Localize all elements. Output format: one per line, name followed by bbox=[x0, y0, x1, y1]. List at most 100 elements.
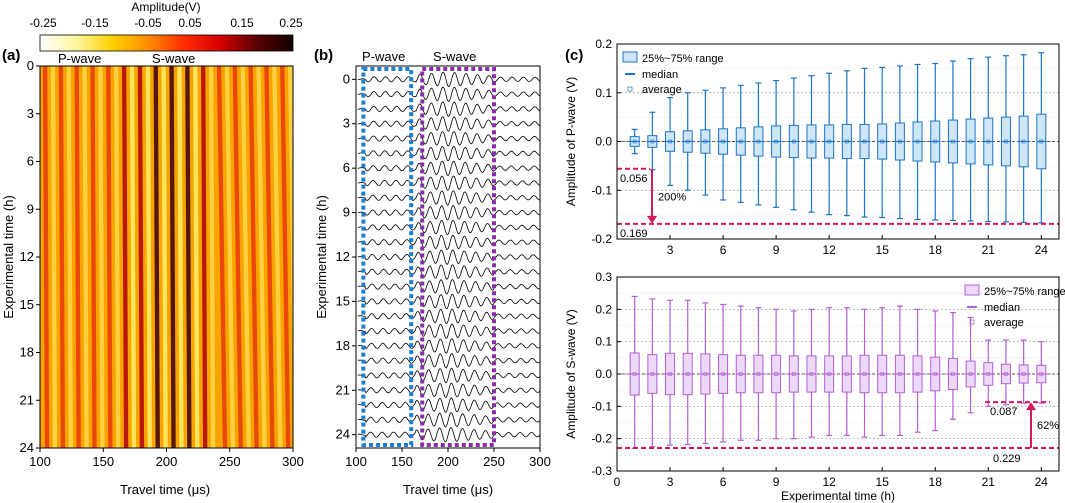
box-average bbox=[756, 372, 761, 376]
y-tick-label: -0.1 bbox=[591, 399, 612, 413]
panel-b-label: (b) bbox=[314, 47, 333, 64]
box-average bbox=[880, 372, 885, 376]
y-tick-label: 0.2 bbox=[595, 37, 612, 51]
x-tick-label: 0 bbox=[614, 475, 621, 489]
heatmap-band bbox=[185, 66, 192, 448]
legend-median-label: median bbox=[984, 302, 1020, 314]
panel-a-label: (a) bbox=[2, 47, 20, 64]
waveform-trace bbox=[357, 175, 540, 191]
waveform-trace bbox=[357, 264, 540, 280]
waveform-trace bbox=[357, 131, 540, 147]
heatmap-band bbox=[42, 66, 50, 448]
x-tick-label: 18 bbox=[929, 243, 943, 257]
x-axis-title: Experimental time (h) bbox=[781, 489, 895, 503]
box-average bbox=[915, 139, 920, 144]
box-average bbox=[650, 139, 655, 144]
waveform-trace bbox=[357, 397, 540, 413]
box-average bbox=[668, 139, 672, 144]
legend-iqr-swatch bbox=[964, 284, 980, 296]
y-tick-label: -0.2 bbox=[591, 432, 612, 446]
waveform-trace bbox=[357, 338, 540, 354]
heatmap-band bbox=[50, 66, 58, 448]
y-tick-label: 0.0 bbox=[595, 135, 612, 149]
heatmap-band bbox=[280, 66, 291, 448]
y-tick-label: 0.1 bbox=[595, 335, 612, 349]
heatmap-band bbox=[272, 66, 283, 448]
heatmap-x-axis-title: Travel time (μs) bbox=[120, 482, 210, 497]
box-average bbox=[756, 139, 761, 144]
waveform-trace bbox=[357, 86, 540, 102]
heatmap-band bbox=[287, 66, 293, 386]
waveform-trace bbox=[357, 116, 540, 132]
y-axis-title: Amplitude of P-wave (V) bbox=[564, 77, 578, 206]
heatmap-y-tick-label: 9 bbox=[27, 201, 34, 216]
waveform-trace bbox=[357, 71, 540, 87]
waveform-y-tick-label: 18 bbox=[336, 338, 350, 353]
box-average bbox=[862, 372, 867, 376]
box-average bbox=[986, 372, 991, 376]
colorbar-title: Amplitude(V) bbox=[131, 0, 200, 14]
x-tick-label: 9 bbox=[773, 243, 780, 257]
waveform-x-tick-label: 200 bbox=[437, 454, 459, 469]
box-average bbox=[915, 372, 920, 376]
waveform-trace bbox=[357, 353, 540, 369]
heatmap-band bbox=[106, 66, 113, 448]
box-average bbox=[827, 372, 831, 376]
change-arrow-head bbox=[1026, 402, 1036, 411]
waveform-x-tick-label: 250 bbox=[483, 454, 505, 469]
box-average bbox=[721, 139, 725, 144]
box-average bbox=[632, 372, 637, 376]
box-average bbox=[703, 372, 708, 376]
heatmap-band bbox=[256, 66, 267, 448]
heatmap-y-tick-label: 24 bbox=[20, 440, 34, 455]
waveform-trace bbox=[357, 382, 540, 398]
x-tick-label: 3 bbox=[667, 475, 674, 489]
waveform-y-tick-label: 12 bbox=[336, 249, 350, 264]
heatmap-band bbox=[177, 66, 184, 448]
heatmap-band bbox=[232, 66, 243, 448]
heatmap-x-tick-label: 150 bbox=[92, 454, 114, 469]
y-tick-label: 0.1 bbox=[595, 86, 612, 100]
box-average bbox=[951, 372, 955, 376]
s-wave-boxplot: 0.087 0.229 62% 0.3 0.2 0.1 0.0 -0.1 -0.2 -0.30 3 6… bbox=[564, 270, 1065, 503]
heatmap-band bbox=[145, 66, 153, 448]
heatmap-band bbox=[208, 66, 216, 448]
heatmap-axes: 100 150 200 250 300 0 3 6 9 12 15 18 21 24 bbox=[20, 58, 304, 469]
legend-average-swatch bbox=[627, 86, 633, 92]
legend-iqr-label: 25%~75% range bbox=[642, 53, 724, 65]
box-average bbox=[774, 139, 778, 144]
x-tick-label: 12 bbox=[822, 243, 836, 257]
x-tick-label: 18 bbox=[929, 475, 943, 489]
colorbar-tick-label: -0.15 bbox=[81, 16, 109, 30]
heatmap-band bbox=[114, 66, 121, 448]
box-average bbox=[738, 139, 743, 144]
waveform-y-tick-label: 24 bbox=[336, 427, 350, 442]
waveform-y-tick-label: 15 bbox=[336, 293, 350, 308]
heatmap-band bbox=[82, 66, 89, 448]
box-average bbox=[703, 139, 708, 144]
heatmap-band bbox=[129, 66, 137, 448]
waveform-y-tick-label: 3 bbox=[343, 116, 350, 131]
waveform-x-tick-label: 150 bbox=[391, 454, 413, 469]
waveform-trace bbox=[357, 323, 540, 339]
heatmap-band bbox=[161, 66, 168, 448]
box-average bbox=[809, 139, 814, 144]
waveform-y-tick-label: 21 bbox=[336, 382, 350, 397]
y-tick-label: -0.2 bbox=[591, 232, 612, 246]
x-tick-label: 15 bbox=[876, 243, 890, 257]
colorbar-tick-label: -0.25 bbox=[29, 16, 57, 30]
heatmap-x-tick-label: 100 bbox=[29, 454, 51, 469]
box-average bbox=[898, 139, 902, 144]
heatmap-band bbox=[58, 66, 66, 448]
waveform-x-tick-label: 100 bbox=[345, 454, 367, 469]
waveform-trace bbox=[357, 249, 540, 265]
colorbar-tick-label: 0.15 bbox=[230, 16, 254, 30]
colorbar-strip bbox=[39, 34, 294, 52]
x-tick-label: 6 bbox=[720, 243, 727, 257]
legend-average-label: average bbox=[984, 317, 1024, 329]
box-average bbox=[774, 372, 778, 376]
heatmap-band bbox=[248, 66, 259, 448]
heatmap-band bbox=[121, 66, 129, 448]
s-wave-window bbox=[420, 67, 496, 447]
x-tick-label: 15 bbox=[876, 475, 890, 489]
